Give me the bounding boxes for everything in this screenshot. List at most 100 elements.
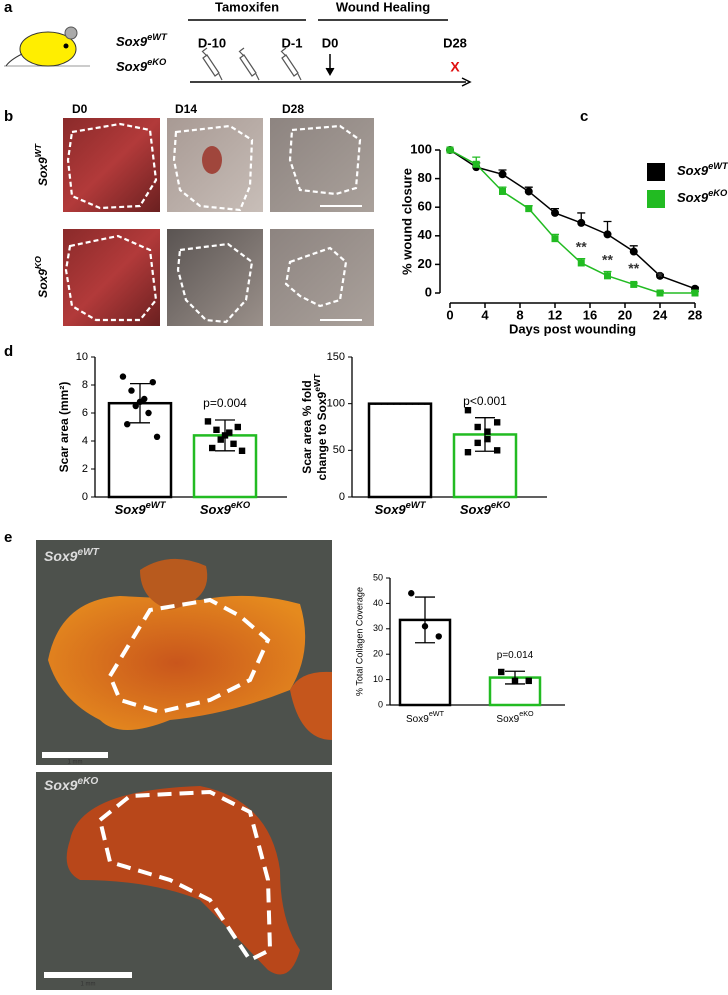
y-tick-label: 100 bbox=[410, 141, 432, 156]
y-axis-label: Scar area % fold bbox=[300, 380, 314, 473]
y-tick-label: 0 bbox=[425, 284, 432, 299]
genotype-label-base: Sox9 bbox=[116, 34, 148, 49]
column-label: D0 bbox=[72, 102, 88, 116]
legend-label-sup: eKO bbox=[708, 188, 728, 198]
phase-label: Wound Healing bbox=[336, 0, 430, 14]
category-label-sup: eKO bbox=[519, 709, 534, 718]
y-tick-label: 10 bbox=[373, 674, 383, 684]
genotype-label-sup: eKO bbox=[147, 57, 167, 67]
y-axis-label: Scar area (mm²) bbox=[57, 382, 71, 473]
marker bbox=[238, 447, 246, 454]
marker bbox=[472, 160, 480, 168]
y-tick-label: 40 bbox=[373, 598, 383, 608]
bar bbox=[367, 402, 433, 499]
marker bbox=[234, 423, 241, 431]
category-label-base: Sox9 bbox=[200, 502, 232, 517]
category-label: Sox9eWT bbox=[406, 709, 445, 725]
category-label-base: Sox9 bbox=[115, 502, 147, 517]
panel-letter: c bbox=[580, 108, 588, 125]
y-tick-label: 50 bbox=[373, 572, 383, 582]
marker bbox=[421, 623, 429, 630]
marker bbox=[629, 247, 638, 256]
x-axis-label: Days post wounding bbox=[509, 321, 636, 336]
marker bbox=[474, 423, 481, 431]
y-tick-label: 2 bbox=[82, 463, 88, 475]
marker bbox=[474, 439, 481, 447]
marker bbox=[124, 421, 131, 428]
panel-letter: b bbox=[4, 108, 13, 125]
category-label-base: Sox9 bbox=[496, 714, 519, 725]
panel-letter: a bbox=[4, 0, 13, 16]
marker bbox=[493, 419, 501, 426]
y-tick-label: 100 bbox=[327, 398, 345, 410]
y-axis-label: % wound closure bbox=[399, 168, 414, 275]
y-tick-label: 4 bbox=[82, 435, 88, 447]
day-label: D-10 bbox=[198, 35, 226, 50]
marker bbox=[656, 271, 664, 280]
category-label-sup: eWT bbox=[406, 500, 427, 510]
y-axis-label-sup: eWT bbox=[312, 373, 322, 392]
y-axis-label: change to Sox9eWT bbox=[312, 373, 329, 481]
wound-photos bbox=[63, 118, 374, 326]
photo-label-sup: eWT bbox=[77, 547, 99, 558]
p-value: p<0.001 bbox=[463, 394, 507, 408]
marker bbox=[464, 449, 472, 456]
day-label: D0 bbox=[322, 35, 339, 50]
marker bbox=[380, 402, 383, 405]
y-tick-label: 0 bbox=[82, 491, 88, 503]
marker bbox=[524, 187, 533, 196]
x-tick-label: 24 bbox=[653, 307, 668, 322]
legend-label: Sox9eKO bbox=[677, 188, 728, 205]
marker bbox=[153, 433, 161, 440]
marker bbox=[423, 402, 426, 405]
marker bbox=[499, 187, 506, 195]
x-tick-label: 12 bbox=[548, 307, 562, 322]
x-tick-label: 4 bbox=[481, 307, 489, 322]
y-tick-label: 6 bbox=[82, 407, 88, 419]
row-label-base: Sox9 bbox=[36, 157, 50, 186]
marker bbox=[405, 402, 408, 405]
y-tick-label: 60 bbox=[418, 199, 432, 214]
marker bbox=[374, 402, 377, 405]
day-label: D-1 bbox=[282, 35, 303, 50]
p-value: p=0.014 bbox=[497, 650, 534, 661]
y-tick-label: 30 bbox=[373, 623, 383, 633]
x-tick-label: 8 bbox=[516, 307, 523, 322]
marker bbox=[417, 402, 420, 405]
marker bbox=[392, 402, 395, 405]
marker bbox=[603, 230, 612, 239]
row-label-sup: WT bbox=[33, 143, 43, 157]
significance: ** bbox=[576, 239, 587, 255]
marker bbox=[398, 402, 402, 405]
category-label-base: Sox9 bbox=[406, 714, 429, 725]
marker bbox=[132, 402, 139, 410]
series-line bbox=[449, 149, 695, 294]
marker bbox=[217, 436, 224, 443]
x-tick-label: 28 bbox=[688, 307, 702, 322]
day-label: D28 bbox=[443, 35, 467, 50]
y-tick-label: 8 bbox=[82, 379, 88, 391]
marker bbox=[386, 402, 389, 405]
marker bbox=[464, 407, 472, 414]
y-axis-label-base: change to Sox9 bbox=[315, 391, 329, 480]
significance: ** bbox=[628, 260, 639, 276]
category-label: Sox9eKO bbox=[460, 500, 511, 517]
category-label-sup: eKO bbox=[231, 500, 251, 510]
y-axis-label: % Total Collagen Coverage bbox=[354, 587, 364, 696]
category-label-sup: eKO bbox=[491, 500, 511, 510]
category-label: Sox9eWT bbox=[375, 500, 427, 517]
end-mark: X bbox=[450, 59, 460, 75]
marker bbox=[149, 379, 156, 386]
marker bbox=[525, 205, 533, 213]
marker bbox=[136, 398, 144, 405]
genotype-label-sup: eWT bbox=[147, 32, 168, 42]
significance: ** bbox=[602, 252, 613, 268]
row-label-base: Sox9 bbox=[36, 269, 50, 298]
row-label: Sox9KO bbox=[33, 256, 50, 298]
marker bbox=[551, 235, 559, 243]
y-tick-label: 80 bbox=[418, 170, 432, 185]
marker bbox=[411, 402, 414, 405]
category-label-sup: eWT bbox=[146, 500, 167, 510]
column-label: D14 bbox=[175, 102, 197, 116]
